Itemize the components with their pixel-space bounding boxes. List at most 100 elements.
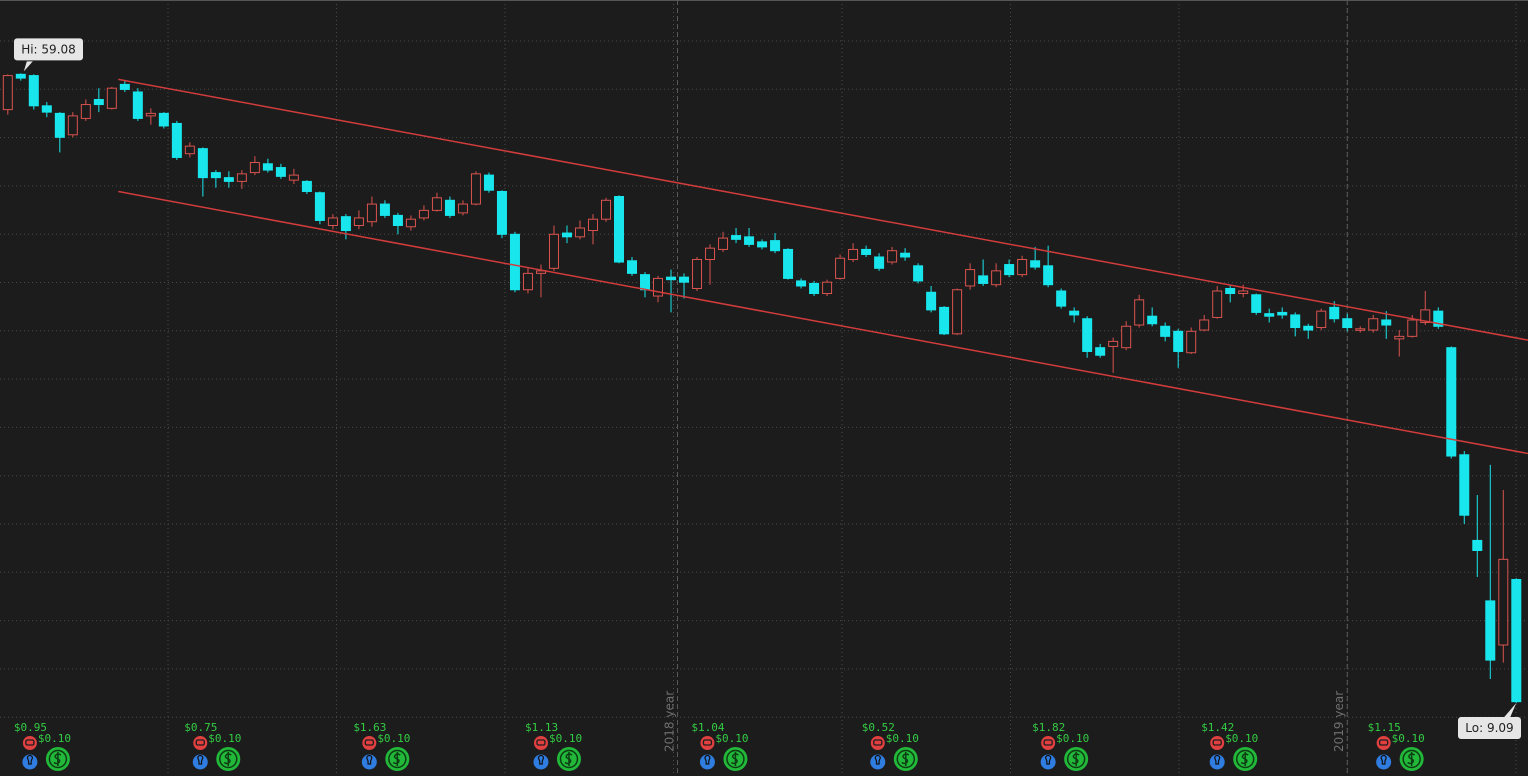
candle-body [1121, 325, 1132, 349]
candle-body [54, 112, 65, 138]
candle-body [1147, 315, 1158, 325]
dividend-icon-glyph [392, 752, 401, 766]
candle-body [783, 248, 794, 279]
candle-body [1303, 325, 1314, 331]
conference-icon-glyph [702, 739, 713, 746]
conference-icon-glyph [873, 739, 883, 746]
candle-body [1381, 319, 1392, 326]
earnings-icon-glyph [874, 754, 881, 765]
candle-body [1459, 454, 1470, 516]
earnings-icon-glyph [704, 754, 711, 765]
candle-body [731, 235, 742, 240]
earnings-label: $0.75 [184, 721, 217, 734]
candle-body [1368, 318, 1379, 331]
candle-body [132, 91, 143, 119]
candle-body [366, 203, 377, 223]
earnings-icon-glyph [366, 754, 373, 765]
candle-body [1212, 290, 1223, 318]
candle-body [444, 199, 455, 216]
conference-icon [22, 736, 37, 750]
candle-body [1420, 309, 1431, 323]
candle-body [978, 275, 989, 284]
dividend-icon-ring [559, 749, 579, 769]
dividend-icon-glyph [53, 752, 62, 766]
year-label: 2018 year [663, 691, 677, 752]
dividend-icon-ring [896, 749, 916, 769]
earnings-icon [1040, 754, 1056, 770]
candle-body [1186, 330, 1197, 354]
candle-body [861, 248, 872, 255]
candle-body [145, 112, 156, 117]
dividend-icon-ring [48, 749, 68, 769]
candle-body [1433, 310, 1444, 327]
candle-body [470, 173, 481, 205]
candle-body [379, 203, 390, 216]
candle-body [1251, 294, 1262, 313]
event-marker: $1.42$0.10 [1201, 721, 1258, 771]
dividend-icon-ring [1235, 749, 1255, 769]
dividend-icon-ring [1402, 749, 1421, 769]
earnings-label: $1.04 [691, 721, 724, 734]
candle-body [509, 233, 520, 291]
candle-body [353, 217, 364, 226]
conference-icon-glyph [25, 739, 35, 746]
dividend-label: $0.10 [715, 732, 748, 745]
earnings-label: $0.95 [14, 721, 47, 734]
candle-body [1108, 340, 1119, 347]
candle-body [587, 218, 598, 232]
candle-body [1498, 558, 1509, 646]
candle-body [275, 167, 286, 177]
candle-body [106, 87, 117, 109]
candle-body [705, 247, 716, 261]
conference-icon [700, 736, 715, 750]
dividend-icon-glyph [223, 752, 232, 766]
earnings-label: $1.42 [1201, 721, 1234, 734]
conference-icon [1041, 736, 1056, 750]
candle-body [835, 257, 846, 279]
dividend-label: $0.10 [886, 732, 919, 745]
candle-body [744, 236, 755, 245]
earnings-icon [533, 754, 549, 770]
candle-body [535, 270, 546, 274]
conference-icon [1376, 736, 1391, 750]
candle-body [223, 177, 234, 182]
candle-body [119, 83, 130, 90]
earnings-icon [870, 754, 886, 770]
candle-body [718, 237, 729, 250]
candle-body [1277, 311, 1288, 316]
candle-body [991, 270, 1002, 286]
candle-body [288, 174, 299, 181]
candle-body [1446, 347, 1457, 457]
earnings-icon [1209, 754, 1225, 770]
earnings-icon-glyph [1214, 754, 1221, 765]
candle-body [522, 272, 533, 291]
channel-line [118, 78, 1528, 341]
candle-body [1043, 265, 1054, 286]
lo-tag-box [1458, 717, 1521, 740]
candle-body [340, 216, 351, 232]
candle-body [1030, 260, 1041, 268]
candle-body [1017, 259, 1028, 276]
candle-body [1316, 310, 1327, 329]
dividend-icon-glyph [1407, 752, 1416, 766]
year-label: 2019 year [1332, 691, 1346, 752]
candle-body [952, 289, 963, 335]
candle-body [548, 233, 559, 269]
dividend-icon-glyph [901, 752, 910, 766]
candle-body [822, 281, 833, 295]
candle-body [1394, 335, 1405, 340]
candle-body [405, 218, 416, 228]
earnings-icon [192, 754, 208, 770]
candle-body [1082, 318, 1093, 352]
candle-body [913, 265, 924, 282]
candle-body [679, 276, 690, 283]
candle-body [1290, 314, 1301, 329]
earnings-label: $1.63 [353, 721, 386, 734]
candle-body [67, 115, 78, 136]
dividend-icon-ring [219, 749, 238, 769]
event-marker: $1.63$0.10 [353, 721, 410, 771]
event-marker: $1.15$0.10 [1368, 721, 1425, 771]
candle-body [496, 190, 507, 235]
